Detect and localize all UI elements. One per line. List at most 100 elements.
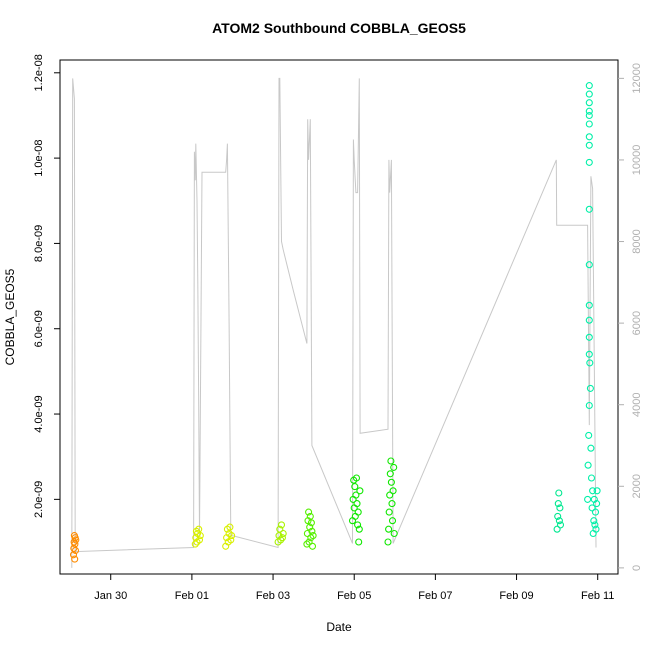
- data-point: [308, 542, 317, 550]
- x-axis: Jan 30 Feb 01 Feb 03 Feb 05 Feb 07 Feb 09 Feb …: [94, 574, 614, 602]
- data-point: [589, 529, 597, 538]
- x-tick-label: Feb 03: [256, 590, 290, 602]
- data-point: [585, 333, 593, 341]
- data-point: [590, 517, 598, 525]
- data-point: [585, 158, 593, 166]
- data-point: [585, 141, 593, 149]
- y-tick-label: 4.0e-09: [33, 395, 45, 432]
- data-point: [585, 107, 593, 115]
- data-point: [591, 508, 600, 516]
- y2-tick-label: 0: [631, 565, 643, 571]
- data-point: [277, 536, 285, 544]
- data-point: [278, 534, 286, 542]
- data-point: [306, 512, 314, 520]
- data-point: [351, 483, 359, 491]
- data-point: [196, 532, 204, 540]
- data-point: [227, 536, 235, 544]
- data-point: [279, 529, 287, 538]
- data-point: [592, 525, 600, 533]
- data-point: [554, 512, 562, 520]
- data-point: [585, 316, 593, 324]
- secondary-series-layer: [71, 77, 597, 568]
- chart-title: ATOM2 Southbound COBBLA_GEOS5: [212, 20, 466, 36]
- data-point: [585, 82, 593, 90]
- data-point: [386, 491, 394, 499]
- data-point: [387, 478, 395, 486]
- y2-tick-label: 6000: [631, 311, 643, 335]
- x-tick-label: Jan 30: [94, 590, 127, 602]
- data-point: [585, 205, 593, 213]
- data-point: [554, 500, 562, 508]
- x-tick-label: Feb 01: [175, 590, 209, 602]
- data-point: [589, 487, 597, 495]
- data-point: [354, 521, 362, 529]
- data-point: [306, 523, 314, 531]
- data-point: [585, 120, 593, 128]
- y-axis-label: COBBLA_GEOS5: [3, 268, 17, 365]
- data-point: [353, 500, 361, 508]
- data-point: [593, 500, 601, 508]
- y-axis: 2.0e-09 4.0e-09 6.0e-09 8.0e-09 1.0e-08 1.2e-…: [33, 54, 60, 518]
- data-point: [352, 491, 360, 499]
- y-tick-label: 6.0e-09: [33, 310, 45, 347]
- x-tick-label: Feb 05: [337, 590, 371, 602]
- data-point: [555, 517, 563, 525]
- data-point: [584, 461, 592, 469]
- x-tick-label: Feb 09: [499, 590, 533, 602]
- data-point: [71, 555, 79, 563]
- data-point: [356, 487, 364, 495]
- data-point: [305, 538, 313, 546]
- data-point: [585, 90, 593, 98]
- data-point: [388, 517, 397, 525]
- data-point: [585, 401, 593, 410]
- data-point: [387, 457, 395, 465]
- data-point: [309, 532, 317, 540]
- y-tick-label: 2.0e-09: [33, 481, 45, 518]
- data-point: [591, 521, 599, 529]
- data-point: [585, 99, 593, 107]
- data-point: [354, 508, 362, 516]
- data-point: [355, 538, 363, 546]
- data-point: [228, 532, 236, 540]
- data-point: [351, 512, 359, 520]
- y2-axis: 0 2000 4000 6000 8000 10000 12000: [618, 63, 643, 571]
- data-point: [585, 350, 593, 358]
- y2-tick-label: 10000: [631, 145, 643, 176]
- data-point: [586, 384, 594, 392]
- data-point: [555, 489, 563, 497]
- x-axis-label: Date: [326, 620, 352, 634]
- data-point: [585, 111, 593, 120]
- y2-tick-label: 4000: [631, 392, 643, 416]
- data-point: [556, 504, 564, 512]
- data-point: [71, 546, 80, 555]
- y-tick-label: 1.0e-08: [33, 139, 45, 176]
- x-tick-label: Feb 07: [418, 590, 452, 602]
- data-point: [308, 527, 316, 535]
- data-points-layer: [69, 82, 601, 563]
- secondary-line: [71, 77, 597, 568]
- data-point: [385, 508, 393, 516]
- plot-frame: [59, 59, 619, 575]
- data-point: [72, 536, 80, 544]
- data-point: [586, 359, 594, 367]
- y-tick-label: 8.0e-09: [33, 225, 45, 262]
- data-point: [585, 261, 593, 269]
- data-point: [386, 470, 394, 478]
- data-point: [389, 487, 397, 495]
- y2-tick-label: 2000: [631, 474, 643, 498]
- data-point: [388, 500, 396, 508]
- data-point: [556, 521, 565, 529]
- data-point: [593, 487, 601, 495]
- data-point: [390, 529, 398, 538]
- data-point: [585, 133, 593, 141]
- x-tick-label: Feb 11: [581, 590, 614, 602]
- data-point: [588, 504, 596, 512]
- data-point: [305, 508, 313, 516]
- data-point: [553, 525, 561, 533]
- data-point: [384, 538, 392, 546]
- data-point: [385, 525, 393, 533]
- data-point: [352, 474, 361, 482]
- data-point: [355, 525, 363, 533]
- data-point: [587, 444, 595, 452]
